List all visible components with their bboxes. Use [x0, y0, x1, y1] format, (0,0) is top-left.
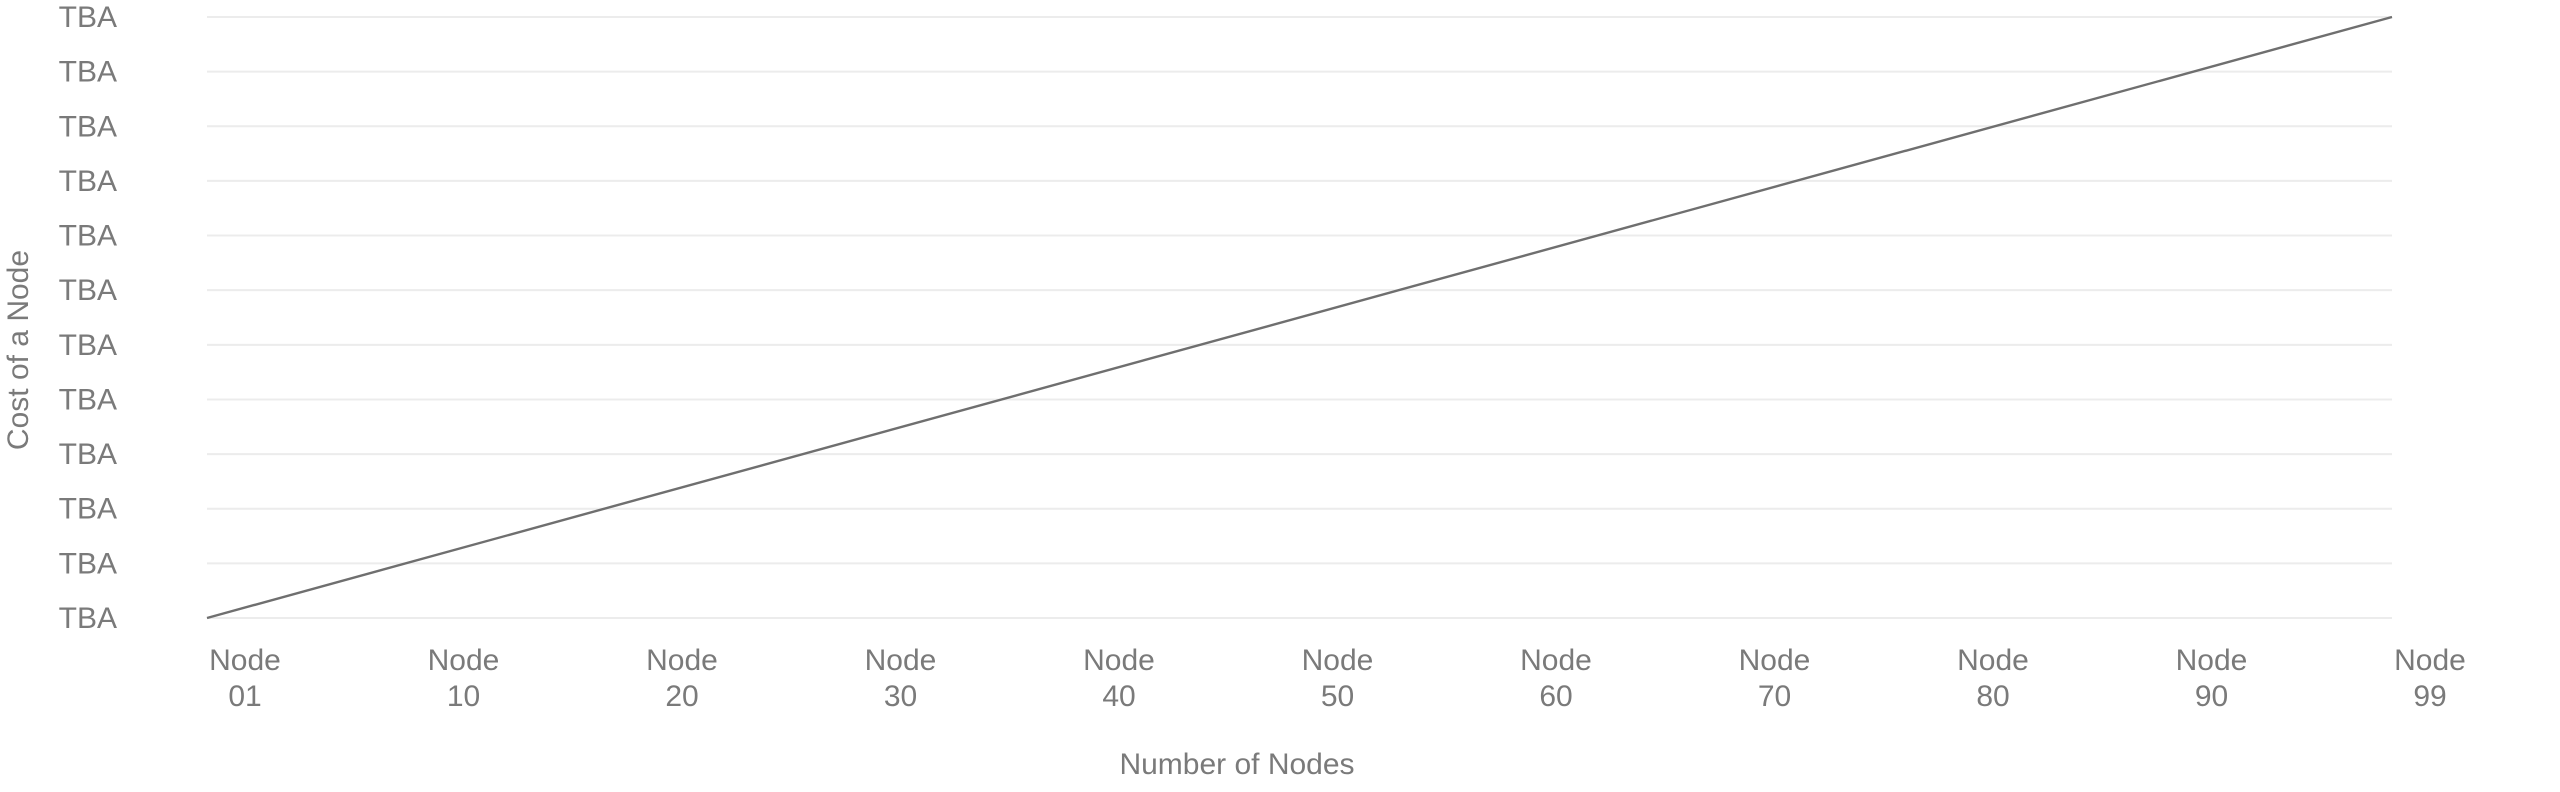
- x-tick-label-word: Node: [1302, 644, 1374, 677]
- x-tick-label-number: 20: [665, 680, 698, 713]
- y-tick-label-0: TBA: [59, 602, 117, 635]
- x-tick-label-word: Node: [646, 644, 718, 677]
- y-tick-label-3: TBA: [59, 438, 117, 471]
- x-tick-label-word: Node: [865, 644, 937, 677]
- x-tick-label-number: 01: [228, 680, 261, 713]
- x-tick-label-5: Node 50: [1302, 644, 1374, 713]
- x-tick-label-word: Node: [1083, 644, 1155, 677]
- x-tick-label-2: Node 20: [646, 644, 718, 713]
- x-tick-label-number: 40: [1102, 680, 1135, 713]
- y-tick-label-5: TBA: [59, 329, 117, 362]
- x-tick-label-word: Node: [2176, 644, 2248, 677]
- x-tick-label-number: 10: [447, 680, 480, 713]
- series-layer: [206, 15, 2393, 620]
- series-line-0: [206, 15, 2393, 620]
- x-tick-label-word: Node: [1957, 644, 2029, 677]
- x-tick-label-1: Node 10: [428, 644, 500, 713]
- x-tick-label-number: 90: [2195, 680, 2228, 713]
- x-tick-label-0: Node 01: [209, 644, 281, 713]
- x-tick-label-number: 99: [2413, 680, 2446, 713]
- x-tick-label-word: Node: [428, 644, 500, 677]
- x-tick-label-8: Node 80: [1957, 644, 2029, 713]
- x-tick-label-word: Node: [1739, 644, 1811, 677]
- y-tick-label-6: TBA: [59, 274, 117, 307]
- x-axis-title: Number of Nodes: [1119, 748, 1354, 781]
- x-tick-label-number: 60: [1539, 680, 1572, 713]
- y-tick-label-2: TBA: [59, 493, 117, 526]
- x-tick-label-word: Node: [209, 644, 281, 677]
- x-tick-label-number: 50: [1321, 680, 1354, 713]
- x-tick-label-number: 80: [1976, 680, 2009, 713]
- x-tick-label-word: Node: [2394, 644, 2466, 677]
- x-tick-label-9: Node 90: [2176, 644, 2248, 713]
- y-tick-label-1: TBA: [59, 547, 117, 580]
- y-tick-label-8: TBA: [59, 165, 117, 198]
- x-tick-label-word: Node: [1520, 644, 1592, 677]
- grid-lines: [207, 16, 2392, 619]
- x-tick-label-4: Node 40: [1083, 644, 1155, 713]
- y-tick-label-7: TBA: [59, 220, 117, 253]
- x-tick-label-3: Node 30: [865, 644, 937, 713]
- y-tick-label-4: TBA: [59, 383, 117, 416]
- x-tick-label-7: Node 70: [1739, 644, 1811, 713]
- x-tick-label-number: 70: [1758, 680, 1791, 713]
- y-tick-label-10: TBA: [59, 56, 117, 89]
- x-tick-label-6: Node 60: [1520, 644, 1592, 713]
- y-tick-label-11: TBA: [59, 1, 117, 34]
- y-axis-title: Cost of a Node: [2, 250, 35, 450]
- x-tick-label-number: 30: [884, 680, 917, 713]
- y-tick-label-9: TBA: [59, 110, 117, 143]
- y-axis-ticks: TBA TBA TBA TBA TBA TBA TBA TBA TBA TBA TBA TBA: [59, 1, 117, 635]
- x-tick-label-10: Node 99: [2394, 644, 2466, 713]
